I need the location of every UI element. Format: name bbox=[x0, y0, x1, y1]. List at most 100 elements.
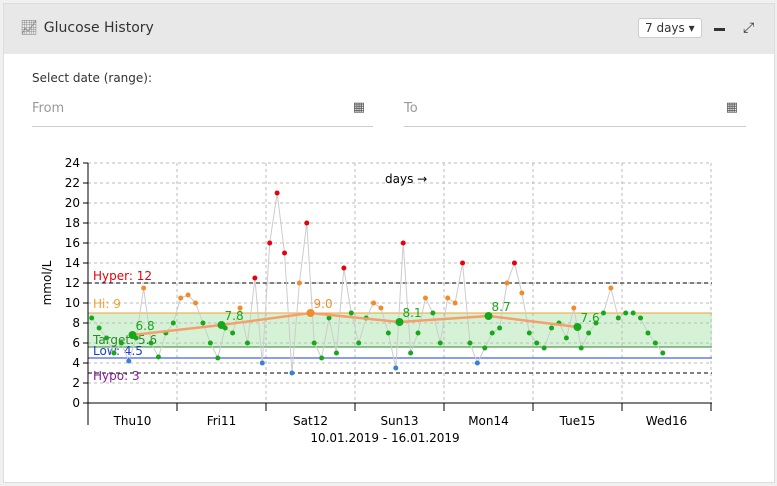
reading-point bbox=[549, 325, 555, 331]
average-point bbox=[395, 318, 404, 326]
reading-point bbox=[408, 350, 414, 356]
reading-point bbox=[371, 300, 377, 306]
y-tick-label: 4 bbox=[72, 356, 80, 370]
reading-point bbox=[259, 360, 265, 366]
reading-point bbox=[111, 350, 117, 356]
average-label: 8.7 bbox=[492, 300, 511, 314]
reading-point bbox=[348, 310, 354, 316]
date-range-label: Select date (range): bbox=[32, 71, 153, 85]
reading-point bbox=[652, 340, 658, 346]
reading-point bbox=[519, 290, 525, 296]
average-label: 7.6 bbox=[581, 311, 600, 325]
reading-point bbox=[319, 355, 325, 361]
reading-point bbox=[296, 280, 302, 286]
y-tick-label: 16 bbox=[65, 236, 80, 250]
reading-point bbox=[126, 358, 132, 364]
reading-point bbox=[230, 330, 236, 336]
reading-point bbox=[638, 315, 644, 321]
range-select[interactable]: 7 days ▾ bbox=[638, 18, 702, 38]
reading-point bbox=[393, 365, 399, 371]
reading-point bbox=[571, 305, 577, 311]
average-point bbox=[484, 312, 493, 320]
to-input[interactable]: To ▦ bbox=[404, 96, 746, 127]
reading-point bbox=[504, 280, 510, 286]
average-point bbox=[128, 331, 137, 339]
y-tick-label: 8 bbox=[72, 316, 80, 330]
minimize-icon[interactable] bbox=[714, 28, 725, 31]
reading-point bbox=[526, 330, 532, 336]
x-tick-label: Wed16 bbox=[646, 414, 687, 428]
reading-point bbox=[615, 315, 621, 321]
y-tick-label: 0 bbox=[72, 396, 80, 410]
y-tick-label: 14 bbox=[65, 256, 80, 270]
from-input[interactable]: From ▦ bbox=[32, 96, 373, 127]
reading-point bbox=[623, 310, 629, 316]
calendar-icon[interactable]: ▦ bbox=[352, 100, 365, 115]
reading-point bbox=[148, 340, 154, 346]
y-tick-label: 6 bbox=[72, 336, 80, 350]
reading-point bbox=[467, 340, 473, 346]
reading-point bbox=[341, 265, 347, 271]
reading-point bbox=[193, 300, 199, 306]
x-tick-label: Tue15 bbox=[559, 414, 596, 428]
reading-point bbox=[274, 190, 280, 196]
reading-point bbox=[385, 330, 391, 336]
reading-point bbox=[445, 295, 451, 301]
line-chart-icon: 📈︎ bbox=[20, 20, 38, 36]
reading-point bbox=[170, 320, 176, 326]
calendar-icon[interactable]: ▦ bbox=[725, 100, 738, 115]
reading-point bbox=[608, 285, 614, 291]
expand-icon[interactable]: ⤢ bbox=[743, 20, 755, 36]
x-tick-label: Mon14 bbox=[468, 414, 509, 428]
reading-point bbox=[586, 330, 592, 336]
average-point bbox=[306, 309, 315, 317]
reading-point bbox=[630, 310, 636, 316]
reading-point bbox=[578, 345, 584, 351]
reading-point bbox=[563, 335, 569, 341]
x-tick-label: Sun13 bbox=[380, 414, 418, 428]
reading-point bbox=[460, 260, 466, 266]
threshold-label: Hypo: 3 bbox=[93, 369, 140, 383]
reading-point bbox=[482, 345, 488, 351]
reading-point bbox=[356, 340, 362, 346]
reading-point bbox=[452, 300, 458, 306]
reading-point bbox=[207, 340, 213, 346]
reading-point bbox=[437, 340, 443, 346]
x-tick-label: Fri11 bbox=[207, 414, 237, 428]
reading-point bbox=[660, 350, 666, 356]
y-tick-label: 18 bbox=[65, 216, 80, 230]
reading-point bbox=[185, 292, 191, 298]
y-tick-label: 10 bbox=[65, 296, 80, 310]
y-tick-label: 2 bbox=[72, 376, 80, 390]
threshold-label: Low: 4.5 bbox=[93, 344, 143, 358]
x-axis-label: 10.01.2019 - 16.01.2019 bbox=[310, 431, 459, 445]
reading-point bbox=[89, 315, 95, 321]
reading-point bbox=[215, 355, 221, 361]
threshold-label: Hyper: 12 bbox=[93, 269, 152, 283]
reading-point bbox=[489, 330, 495, 336]
card-header: 📈︎ Glucose History 7 days ▾ ⤢ bbox=[4, 4, 774, 54]
average-line bbox=[132, 311, 578, 337]
average-label: 8.1 bbox=[403, 306, 422, 320]
reading-point bbox=[415, 330, 421, 336]
average-point bbox=[573, 323, 582, 331]
reading-point bbox=[593, 320, 599, 326]
reading-point bbox=[200, 320, 206, 326]
reading-point bbox=[422, 295, 428, 301]
reading-point bbox=[534, 340, 540, 346]
reading-point bbox=[600, 310, 606, 316]
average-label: 6.8 bbox=[136, 319, 155, 333]
title-text: Glucose History bbox=[43, 20, 154, 36]
reading-point bbox=[497, 325, 503, 331]
reading-point bbox=[96, 325, 102, 331]
y-tick-label: 12 bbox=[65, 276, 80, 290]
reading-point bbox=[645, 330, 651, 336]
reading-point bbox=[333, 350, 339, 356]
reading-point bbox=[155, 354, 161, 360]
threshold-label: Hi: 9 bbox=[93, 297, 121, 311]
y-tick-label: 24 bbox=[65, 156, 80, 170]
reading-point bbox=[304, 220, 310, 226]
y-axis-label: mmol/L bbox=[40, 260, 54, 305]
reading-point bbox=[541, 345, 547, 351]
